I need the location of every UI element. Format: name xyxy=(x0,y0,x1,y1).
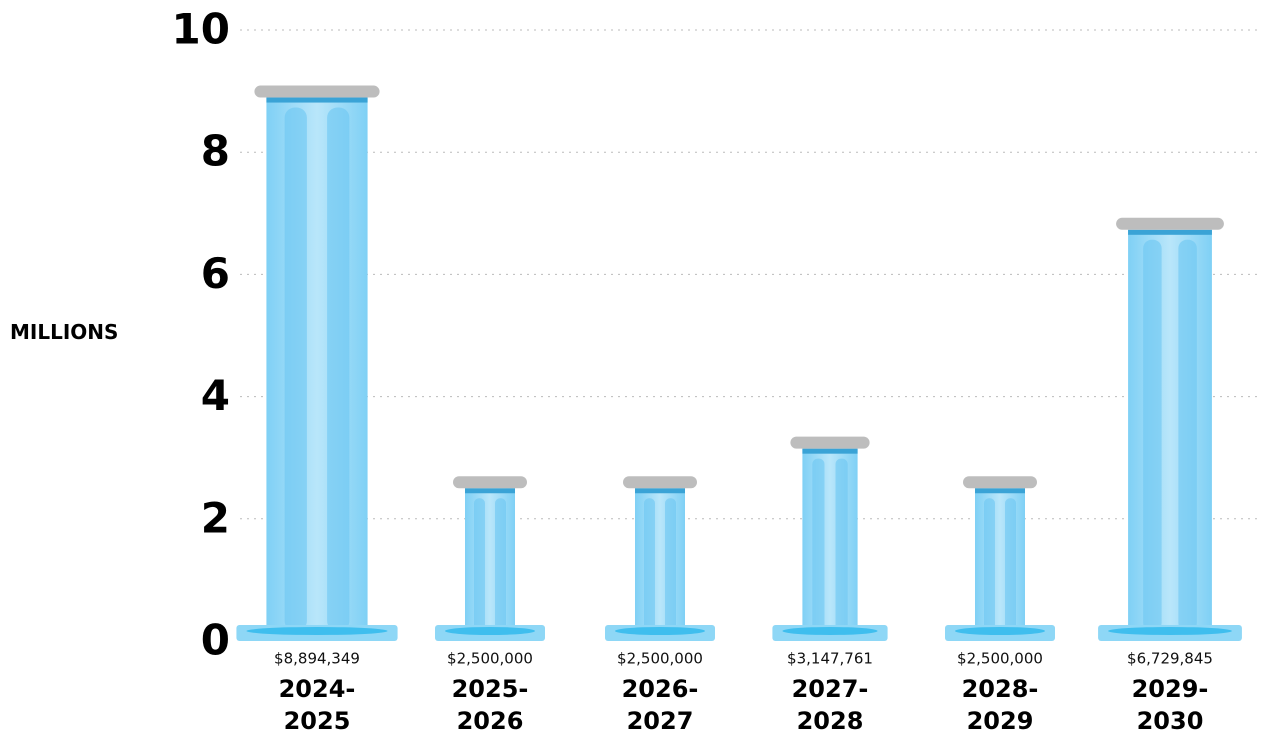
bar-lip xyxy=(465,488,515,494)
bar xyxy=(802,448,858,641)
bar-cap xyxy=(453,476,527,489)
x-tick-label: 2028-2029 xyxy=(961,675,1039,734)
y-tick-label: 8 xyxy=(201,127,230,176)
bar-lip xyxy=(802,448,858,454)
y-tick-label: 10 xyxy=(172,5,230,54)
bar-stream xyxy=(1178,239,1197,632)
y-tick-label: 2 xyxy=(201,493,230,542)
bar xyxy=(465,488,515,641)
value-label: $8,894,349 xyxy=(274,650,360,668)
bar-stream xyxy=(495,498,506,631)
bar-stream xyxy=(327,107,350,631)
bar-pool-ripple xyxy=(246,627,388,635)
bar-stream xyxy=(644,498,655,631)
bar-cap xyxy=(254,85,380,98)
bar-pool-ripple xyxy=(955,627,1045,635)
x-tick-label: 2029-2030 xyxy=(1131,675,1209,734)
bar-stream xyxy=(984,498,995,631)
y-axis-label: MILLIONS xyxy=(10,320,119,344)
bar xyxy=(975,488,1025,641)
bar-stream xyxy=(1005,498,1016,631)
bar-pool-ripple xyxy=(782,627,878,635)
bar-cap xyxy=(963,476,1037,489)
y-tick-label: 4 xyxy=(201,371,230,420)
x-tick-label: 2027-2028 xyxy=(791,675,869,734)
y-tick-label: 6 xyxy=(201,249,230,298)
bar-lip xyxy=(1128,229,1212,235)
value-label: $2,500,000 xyxy=(957,650,1043,668)
bar-stream xyxy=(812,458,825,631)
bar-lip xyxy=(975,488,1025,494)
bar xyxy=(266,97,368,641)
bar-lip xyxy=(266,97,368,103)
bar-pool-ripple xyxy=(615,627,705,635)
bar-stream xyxy=(1143,239,1162,632)
bar-cap xyxy=(1116,217,1224,230)
value-label: $2,500,000 xyxy=(617,650,703,668)
bar xyxy=(1128,229,1212,642)
value-label: $6,729,845 xyxy=(1127,650,1213,668)
x-tick-label: 2026-2027 xyxy=(621,675,699,734)
bar-cap xyxy=(790,436,870,449)
bar xyxy=(635,488,685,641)
value-label: $3,147,761 xyxy=(787,650,873,668)
x-tick-label: 2025-2026 xyxy=(451,675,529,734)
bar-stream xyxy=(835,458,848,631)
x-tick-label: 2024-2025 xyxy=(278,675,356,734)
bar-lip xyxy=(635,488,685,494)
bar-pool-ripple xyxy=(445,627,535,635)
bar-stream xyxy=(284,107,307,631)
y-tick-label: 0 xyxy=(201,616,230,665)
bar-stream xyxy=(665,498,676,631)
bar-pool-ripple xyxy=(1108,627,1232,635)
bar-cap xyxy=(623,476,697,489)
value-label: $2,500,000 xyxy=(447,650,533,668)
bar-stream xyxy=(474,498,485,631)
